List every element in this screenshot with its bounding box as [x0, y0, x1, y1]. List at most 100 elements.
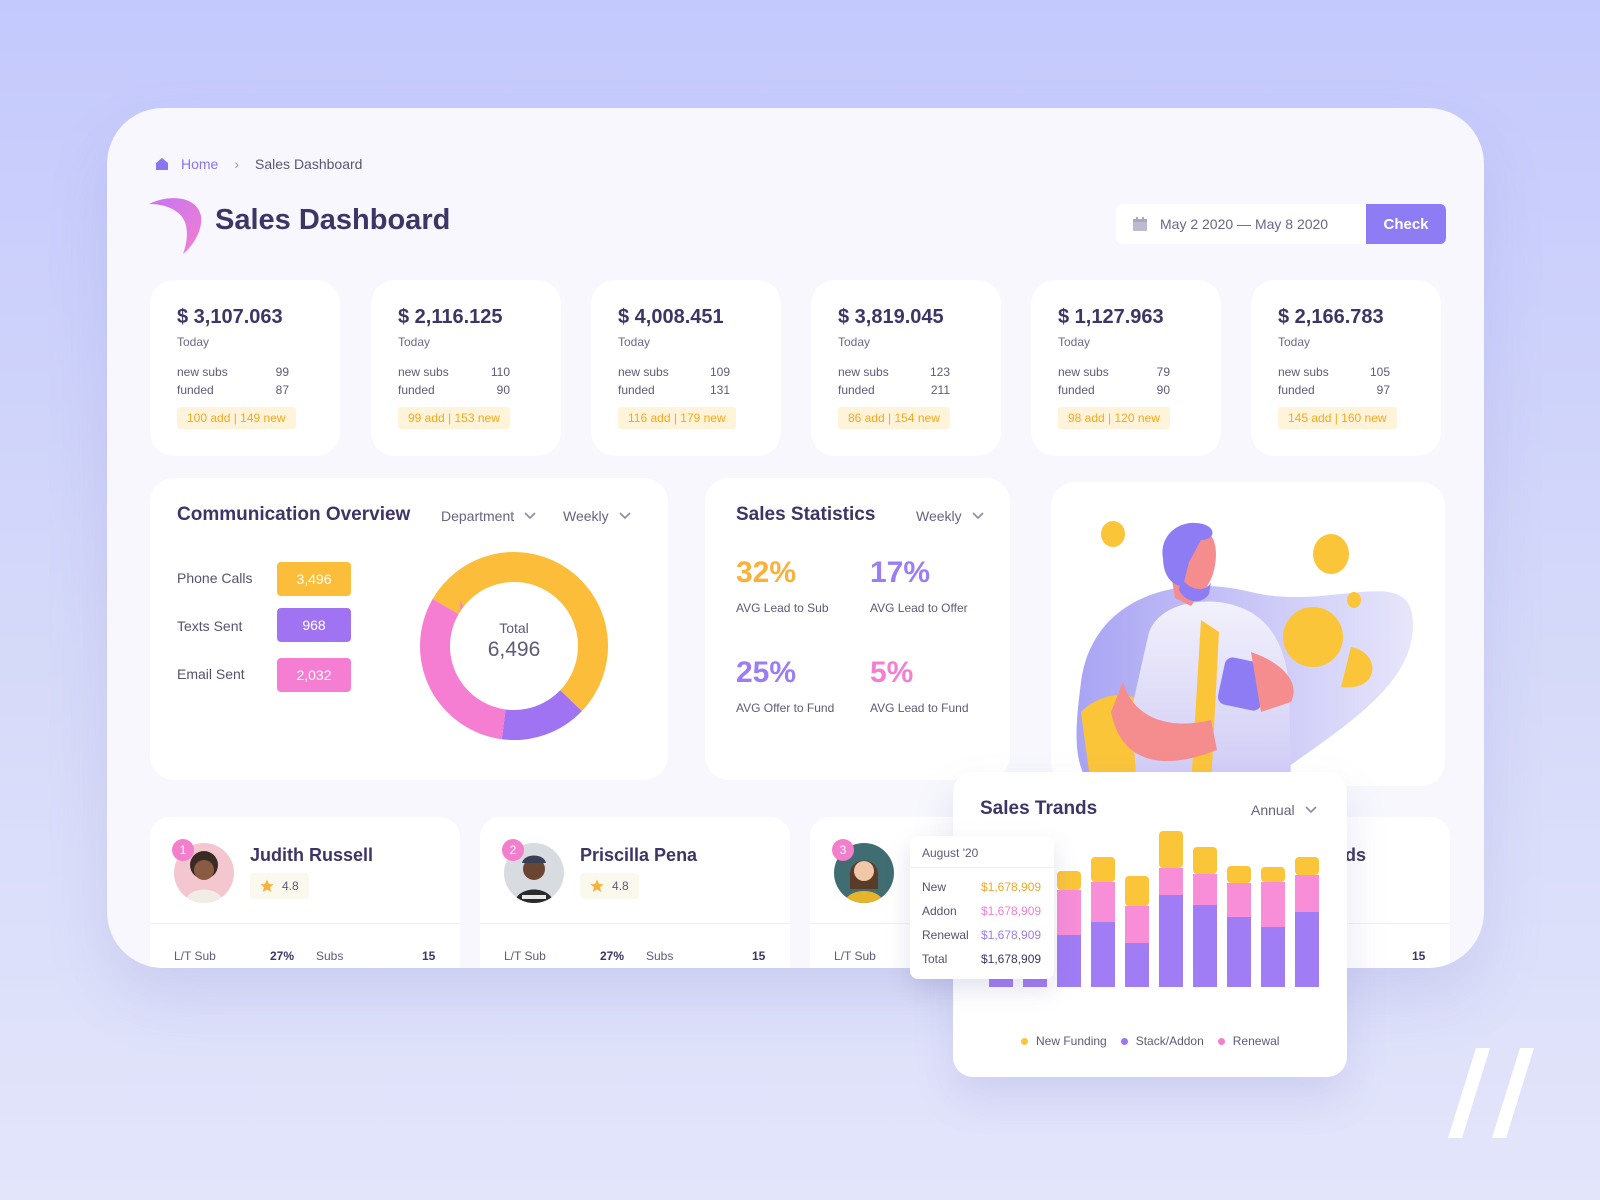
- texts-sent-label: Texts Sent: [177, 618, 243, 634]
- stat-funded-row: funded 90: [1058, 383, 1170, 397]
- stat-funded-value: 211: [930, 383, 950, 397]
- stat-card[interactable]: $ 2,116.125 Today new subs 110 funded 90 99 ad…: [371, 280, 561, 456]
- stat-new-subs-row: new subs 110: [398, 365, 510, 379]
- bar-new-funding-6[interactable]: [1159, 831, 1183, 868]
- stat-card[interactable]: $ 4,008.451 Today new subs 109 funded 131 116 …: [591, 280, 781, 456]
- phone-calls-value: 3,496: [277, 562, 351, 596]
- email-sent-value: 2,032: [277, 658, 351, 692]
- stat-new-subs-value: 109: [709, 365, 730, 379]
- person-card-2[interactable]: 2 Priscilla Pena 4.8 L/T Sub 27% Subs 15: [480, 817, 790, 968]
- statistics-period-dropdown[interactable]: Weekly: [916, 508, 984, 524]
- bar-renewal-10[interactable]: [1295, 875, 1319, 912]
- divider: [150, 923, 460, 924]
- stat-amount: $ 2,116.125: [398, 306, 503, 328]
- stat-new-subs-label: new subs: [398, 365, 449, 379]
- metric-subs-value: 15: [752, 949, 766, 963]
- stat-funded-row: funded 87: [177, 383, 289, 397]
- donut-total-label: Total: [499, 620, 529, 636]
- tooltip-renewal-value: $1,678,909: [981, 928, 1042, 942]
- stat-new-subs-row: new subs 99: [177, 365, 289, 379]
- stat-badge: 116 add | 179 new: [618, 407, 736, 429]
- stat-badge: 100 add | 149 new: [177, 407, 296, 429]
- sales-trends-bar-chart: [989, 831, 1319, 987]
- sales-trends-title: Sales Trands: [980, 798, 1098, 819]
- bar-stack-addon-8[interactable]: [1227, 917, 1251, 987]
- stat-new-subs-value: 110: [490, 365, 510, 379]
- date-range-value: May 2 2020 — May 8 2020: [1160, 216, 1329, 232]
- metric-lt-sub-label: L/T Sub: [174, 949, 216, 963]
- bar-renewal-5[interactable]: [1125, 906, 1149, 943]
- stat-amount: $ 4,008.451: [618, 306, 724, 328]
- kpi-lead-to-sub-label: AVG Lead to Sub: [736, 601, 829, 615]
- stat-badge: 98 add | 120 new: [1058, 407, 1170, 429]
- communication-overview-title: Communication Overview: [177, 504, 411, 525]
- legend-renewal: Renewal: [1217, 1034, 1279, 1048]
- stat-card[interactable]: $ 2,166.783 Today new subs 105 funded 97 145 a…: [1251, 280, 1441, 456]
- person-card-1[interactable]: 1 Judith Russell 4.8 L/T Sub 27% Subs 15: [150, 817, 460, 968]
- bar-renewal-9[interactable]: [1261, 882, 1285, 927]
- stat-funded-row: funded 211: [838, 383, 950, 397]
- stat-new-subs-value: 79: [1156, 365, 1170, 379]
- stat-card[interactable]: $ 3,107.063 Today new subs 99 funded 87 100 ad…: [150, 280, 340, 456]
- stat-amount: $ 1,127.963: [1058, 306, 1164, 328]
- stat-period: Today: [618, 335, 651, 349]
- stat-funded-label: funded: [177, 383, 214, 397]
- page-title: Sales Dashboard: [215, 204, 451, 236]
- tooltip-addon-label: Addon: [922, 904, 957, 918]
- bar-stack-addon-6[interactable]: [1159, 895, 1183, 987]
- stat-badge: 86 add | 154 new: [838, 407, 950, 429]
- divider: [480, 923, 790, 924]
- tooltip-new-label: New: [922, 880, 947, 894]
- chevron-down-icon: [1305, 806, 1317, 814]
- trends-period-dropdown[interactable]: Annual: [1251, 802, 1317, 818]
- tooltip-renewal-label: Renewal: [922, 928, 969, 942]
- brand-slashes-icon: [1448, 1048, 1534, 1138]
- metric-lt-sub-label: L/T Sub: [504, 949, 546, 963]
- department-dropdown[interactable]: Department: [441, 508, 536, 524]
- bar-new-funding-3[interactable]: [1057, 871, 1081, 890]
- bar-new-funding-5[interactable]: [1125, 876, 1149, 906]
- bar-new-funding-7[interactable]: [1193, 847, 1217, 874]
- bar-stack-addon-3[interactable]: [1057, 935, 1081, 987]
- stat-amount: $ 2,166.783: [1278, 306, 1384, 328]
- tooltip-addon-value: $1,678,909: [981, 904, 1042, 918]
- bar-renewal-7[interactable]: [1193, 874, 1217, 905]
- breadcrumb-home-link[interactable]: Home: [181, 156, 219, 172]
- kpi-lead-to-fund-label: AVG Lead to Fund: [870, 701, 969, 715]
- avatar: [174, 843, 234, 903]
- donut-segment-email-sent: [420, 552, 608, 740]
- texts-sent-value: 968: [277, 608, 351, 642]
- bar-renewal-4[interactable]: [1091, 882, 1115, 922]
- stat-new-subs-row: new subs 105: [1278, 365, 1390, 379]
- bar-stack-addon-5[interactable]: [1125, 943, 1149, 987]
- tooltip-total-value: $1,678,909: [981, 952, 1042, 966]
- person-name: Priscilla Pena: [580, 845, 698, 865]
- tooltip-total-label: Total: [922, 952, 948, 966]
- stat-card[interactable]: $ 1,127.963 Today new subs 79 funded 90 98 add…: [1031, 280, 1221, 456]
- rating-badge: 4.8: [250, 873, 309, 899]
- bar-renewal-6[interactable]: [1159, 868, 1183, 895]
- stat-funded-value: 97: [1376, 383, 1390, 397]
- bar-stack-addon-9[interactable]: [1261, 927, 1285, 987]
- stat-card[interactable]: $ 3,819.045 Today new subs 123 funded 211 86 a…: [811, 280, 1001, 456]
- stat-badge: 145 add | 160 new: [1278, 407, 1397, 429]
- kpi-lead-to-offer-label: AVG Lead to Offer: [870, 601, 968, 615]
- stat-badge: 99 add | 153 new: [398, 407, 510, 429]
- kpi-lead-to-offer-value: 17%: [870, 556, 931, 589]
- date-range-picker[interactable]: May 2 2020 — May 8 2020: [1116, 204, 1366, 244]
- bar-stack-addon-10[interactable]: [1295, 912, 1319, 987]
- bar-renewal-8[interactable]: [1227, 883, 1251, 917]
- legend-stack-addon: Stack/Addon: [1120, 1034, 1204, 1048]
- bar-new-funding-8[interactable]: [1227, 866, 1251, 883]
- bar-renewal-3[interactable]: [1057, 890, 1081, 935]
- bar-new-funding-4[interactable]: [1091, 857, 1115, 882]
- bar-stack-addon-7[interactable]: [1193, 905, 1217, 987]
- check-button[interactable]: Check: [1366, 204, 1446, 244]
- metric-subs-value: 15: [422, 949, 436, 963]
- stat-new-subs-label: new subs: [177, 365, 228, 379]
- period-dropdown[interactable]: Weekly: [563, 508, 631, 524]
- period-dropdown-label: Weekly: [563, 508, 609, 524]
- bar-new-funding-10[interactable]: [1295, 857, 1319, 875]
- bar-stack-addon-4[interactable]: [1091, 922, 1115, 987]
- bar-new-funding-9[interactable]: [1261, 867, 1285, 882]
